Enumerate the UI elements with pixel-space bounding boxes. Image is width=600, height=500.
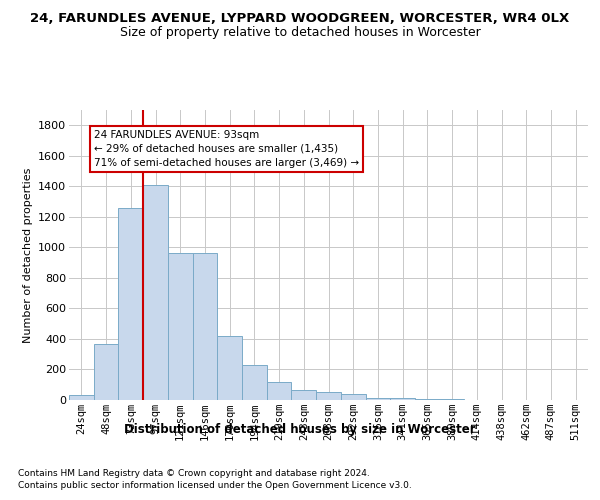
- Text: Contains public sector information licensed under the Open Government Licence v3: Contains public sector information licen…: [18, 481, 412, 490]
- Bar: [168, 254, 193, 400]
- Bar: [316, 392, 341, 400]
- Bar: [94, 344, 118, 400]
- Bar: [415, 399, 440, 400]
- Text: 24 FARUNDLES AVENUE: 93sqm
← 29% of detached houses are smaller (1,435)
71% of s: 24 FARUNDLES AVENUE: 93sqm ← 29% of deta…: [94, 130, 359, 168]
- Bar: [267, 382, 292, 400]
- Bar: [143, 185, 168, 400]
- Text: Size of property relative to detached houses in Worcester: Size of property relative to detached ho…: [119, 26, 481, 39]
- Bar: [242, 365, 267, 400]
- Bar: [217, 336, 242, 400]
- Y-axis label: Number of detached properties: Number of detached properties: [23, 168, 32, 342]
- Text: Distribution of detached houses by size in Worcester: Distribution of detached houses by size …: [124, 422, 476, 436]
- Bar: [118, 208, 143, 400]
- Text: Contains HM Land Registry data © Crown copyright and database right 2024.: Contains HM Land Registry data © Crown c…: [18, 469, 370, 478]
- Bar: [440, 399, 464, 400]
- Bar: [193, 254, 217, 400]
- Bar: [69, 396, 94, 400]
- Bar: [390, 398, 415, 400]
- Bar: [292, 390, 316, 400]
- Text: 24, FARUNDLES AVENUE, LYPPARD WOODGREEN, WORCESTER, WR4 0LX: 24, FARUNDLES AVENUE, LYPPARD WOODGREEN,…: [31, 12, 569, 26]
- Bar: [341, 394, 365, 400]
- Bar: [365, 398, 390, 400]
